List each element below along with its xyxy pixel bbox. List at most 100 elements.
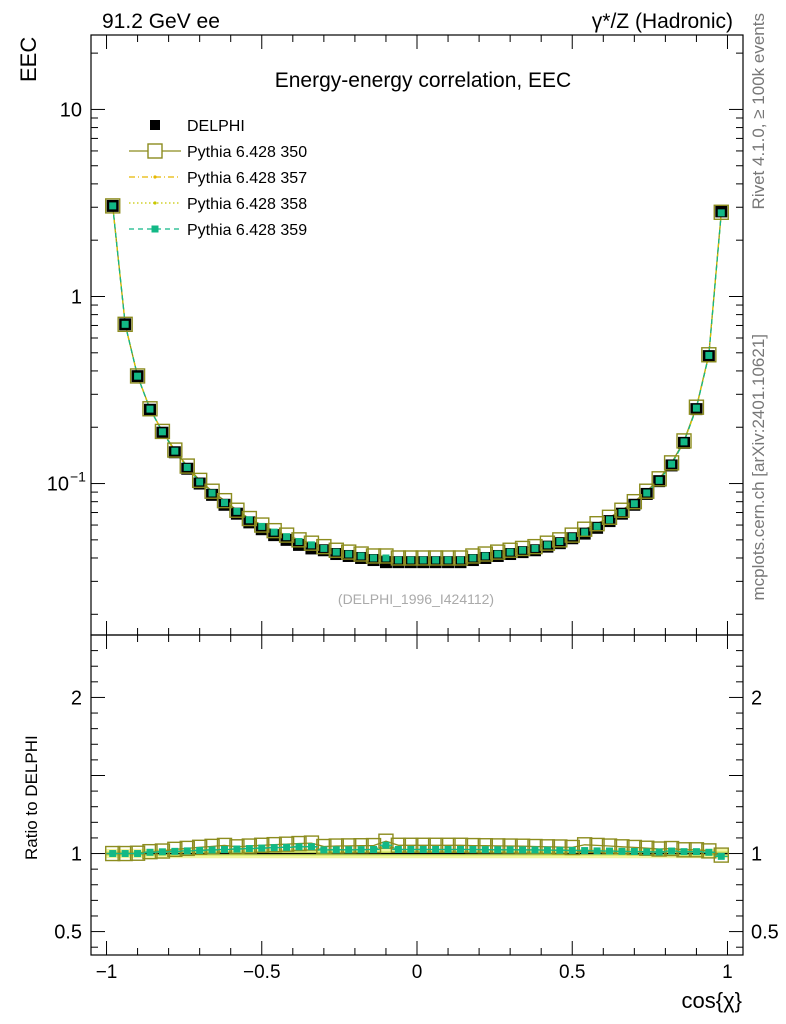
point-pythia-350 <box>328 542 344 558</box>
point-pythia-350 <box>713 204 729 220</box>
point-pythia-359 <box>183 847 191 855</box>
point-pythia-359 <box>618 847 626 855</box>
point-pythia-359 <box>692 848 700 856</box>
point-pythia-350 <box>353 546 369 562</box>
point-pythia-359 <box>171 447 179 455</box>
point-pythia-359 <box>394 556 402 564</box>
point-pythia-359 <box>332 846 340 854</box>
y-tick-label: 1 <box>71 286 82 308</box>
point-pythia-350 <box>539 535 556 551</box>
point-pythia-350 <box>278 836 295 852</box>
point-pythia-350 <box>229 502 245 518</box>
point-pythia-359 <box>394 845 402 853</box>
point-pythia-350 <box>154 423 171 440</box>
point-pythia-359 <box>643 848 651 856</box>
point-pythia-350 <box>514 540 531 557</box>
point-pythia-359 <box>307 843 315 851</box>
legend-label: Pythia 6.428 359 <box>187 222 307 239</box>
legend-label: Pythia 6.428 350 <box>187 144 307 161</box>
analysis-watermark: (DELPHI_1996_I424112) <box>338 591 494 607</box>
point-pythia-359 <box>581 528 589 536</box>
point-pythia-359 <box>158 428 166 436</box>
point-pythia-359 <box>444 845 452 853</box>
point-pythia-350 <box>278 527 295 543</box>
point-pythia-350 <box>340 544 357 560</box>
x-tick-label: −0.5 <box>243 962 281 983</box>
point-pythia-359 <box>668 460 676 468</box>
point-pythia-359 <box>717 852 725 860</box>
point-pythia-350 <box>403 550 419 566</box>
point-pythia-359 <box>134 372 142 380</box>
point-pythia-359 <box>196 846 204 854</box>
y-tick-label: 10 <box>60 99 82 121</box>
point-pythia-350 <box>651 471 667 487</box>
point-pythia-359 <box>705 848 713 856</box>
point-pythia-359 <box>543 541 551 549</box>
point-pythia-350 <box>378 548 394 564</box>
point-pythia-359 <box>543 846 551 854</box>
point-pythia-359 <box>320 846 328 854</box>
plot-title: Energy-energy correlation, EEC <box>275 69 571 92</box>
y-tick-label: 1 <box>751 844 762 866</box>
point-pythia-359 <box>531 846 539 854</box>
point-pythia-350 <box>502 542 518 558</box>
point-pythia-350 <box>390 550 407 566</box>
legend-marker <box>153 175 157 179</box>
point-pythia-359 <box>519 846 527 854</box>
point-pythia-350 <box>639 483 655 499</box>
point-pythia-359 <box>233 845 241 853</box>
point-pythia-359 <box>357 846 365 854</box>
point-pythia-359 <box>593 847 601 855</box>
line-pythia-6.428-350 <box>112 840 722 856</box>
point-pythia-350 <box>626 493 643 510</box>
point-pythia-350 <box>490 544 506 560</box>
point-pythia-350 <box>552 532 568 548</box>
legend-marker-350 <box>147 143 163 159</box>
point-pythia-359 <box>283 843 291 851</box>
point-pythia-359 <box>121 850 129 858</box>
point-pythia-359 <box>407 556 415 564</box>
point-pythia-359 <box>630 500 638 508</box>
series-lines <box>112 205 722 857</box>
point-pythia-359 <box>668 847 676 855</box>
point-pythia-359 <box>370 554 378 562</box>
point-pythia-359 <box>717 209 725 217</box>
legend-label: Pythia 6.428 357 <box>187 170 307 187</box>
point-pythia-350 <box>241 838 258 854</box>
point-pythia-359 <box>581 847 589 855</box>
point-pythia-359 <box>295 537 303 545</box>
y-tick-label: 2 <box>751 687 762 709</box>
point-pythia-359 <box>370 845 378 853</box>
point-pythia-350 <box>663 840 680 857</box>
y-axis-label-ratio: Ratio to DELPHI <box>22 735 41 860</box>
point-pythia-359 <box>345 846 353 854</box>
point-pythia-359 <box>605 516 613 524</box>
point-pythia-359 <box>705 351 713 359</box>
y-tick-label: 0.5 <box>751 922 779 944</box>
point-pythia-359 <box>444 556 452 564</box>
point-pythia-350 <box>564 527 580 543</box>
legend-label: DELPHI <box>187 118 245 135</box>
point-pythia-350 <box>527 538 543 555</box>
point-pythia-350 <box>129 368 146 384</box>
point-pythia-350 <box>105 198 121 214</box>
point-pythia-359 <box>506 548 514 556</box>
point-pythia-350 <box>651 841 667 857</box>
point-pythia-359 <box>221 845 229 853</box>
point-pythia-350 <box>291 835 307 852</box>
point-pythia-359 <box>655 848 663 856</box>
point-pythia-359 <box>568 846 576 854</box>
point-pythia-359 <box>655 476 663 484</box>
point-pythia-359 <box>146 848 154 856</box>
point-pythia-350 <box>576 521 593 537</box>
point-pythia-359 <box>556 846 564 854</box>
point-pythia-350 <box>564 839 580 856</box>
point-pythia-359 <box>469 845 477 853</box>
point-pythia-359 <box>121 320 129 328</box>
point-pythia-359 <box>568 533 576 541</box>
point-pythia-350 <box>688 399 705 415</box>
mcplots-source-label: mcplots.cern.ch [arXiv:2401.10621] <box>749 334 768 601</box>
x-axis-label: cos{χ} <box>682 988 742 1013</box>
point-pythia-359 <box>432 556 440 564</box>
